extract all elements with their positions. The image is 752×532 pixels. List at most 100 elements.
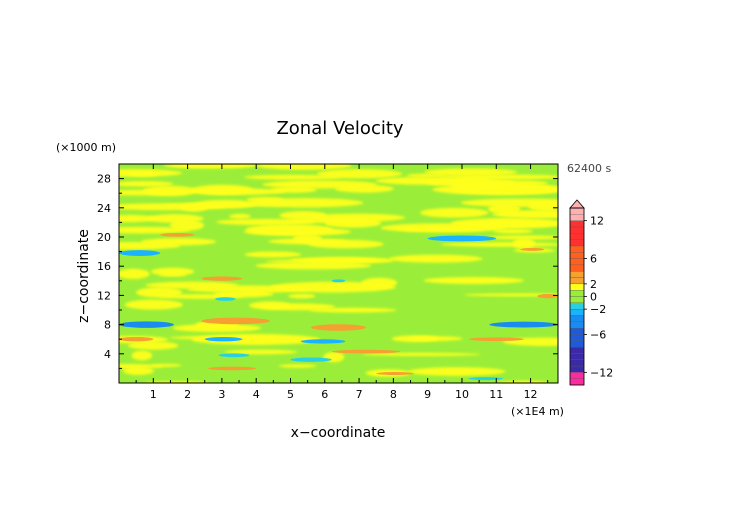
x-unit-label: (×1E4 m): [511, 405, 564, 418]
field-patch: [119, 169, 183, 177]
field-patch: [163, 164, 255, 169]
colorbar-segment: [569, 264, 585, 272]
colorbar-segment: [569, 296, 585, 303]
field-patch: [316, 169, 403, 179]
x-tick-label: 11: [489, 388, 503, 401]
y-tick-label: 4: [104, 348, 111, 361]
field-patch: [131, 350, 153, 361]
y-tick-label: 20: [97, 231, 111, 244]
colorbar-segment: [569, 245, 585, 253]
velocity-band: [520, 247, 545, 251]
colorbar-segment: [569, 315, 585, 322]
x-tick-label: 5: [287, 388, 294, 401]
velocity-band: [218, 353, 250, 358]
colorbar-segment: [569, 365, 585, 373]
field-patch: [493, 228, 533, 234]
field-patch: [245, 224, 334, 235]
x-tick-label: 10: [455, 388, 469, 401]
colorbar-segment: [569, 372, 585, 379]
field-patch: [406, 173, 447, 178]
field-patch: [172, 324, 262, 333]
velocity-band: [119, 337, 154, 342]
y-tick-label: 16: [97, 260, 111, 273]
plot-frame: [118, 163, 559, 384]
velocity-band: [208, 366, 257, 371]
velocity-band: [468, 377, 504, 381]
x-tick-label: 1: [150, 388, 157, 401]
colorbar-tick-label: 6: [590, 253, 597, 266]
field-patch: [180, 202, 209, 212]
field-patch: [460, 198, 558, 207]
field-patch: [460, 221, 558, 226]
field-patch: [189, 188, 286, 195]
velocity-band: [376, 372, 414, 375]
velocity-band: [311, 324, 366, 331]
colorbar-tick-label: −12: [590, 366, 613, 379]
y-tick-label: 8: [104, 319, 111, 332]
colorbar-segment: [569, 283, 585, 291]
field-patch: [150, 267, 195, 276]
field-patch: [463, 293, 558, 297]
field-patch: [158, 272, 187, 277]
field-patch: [391, 335, 439, 343]
x-tick-label: 9: [424, 388, 431, 401]
velocity-band: [204, 337, 243, 342]
field-patch: [268, 238, 349, 245]
field-patch: [270, 281, 396, 293]
colorbar-segment: [569, 327, 585, 335]
velocity-band: [119, 250, 161, 256]
field-patch: [361, 352, 481, 356]
field-patch: [497, 380, 550, 383]
field-patch: [438, 174, 558, 180]
velocity-band: [468, 337, 524, 342]
colorbar-segment: [569, 239, 585, 247]
field-patch: [246, 290, 268, 294]
velocity-band: [331, 349, 401, 354]
colorbar-segment: [569, 346, 585, 354]
colorbar-tick-label: 2: [590, 278, 597, 291]
field-patch: [389, 254, 483, 263]
colorbar-segment: [569, 340, 585, 348]
field-patch: [128, 341, 179, 350]
x-tick-label: 12: [524, 388, 538, 401]
x-tick-label: 4: [253, 388, 260, 401]
field-patch: [169, 220, 205, 231]
field-patch: [119, 214, 158, 223]
colorbar-segment: [569, 207, 585, 215]
field-patch: [249, 301, 292, 310]
colorbar-segment: [569, 220, 585, 228]
field-patch: [408, 367, 506, 376]
field-patch: [420, 207, 489, 218]
field-patch: [123, 366, 154, 375]
field-patch: [397, 227, 485, 232]
field-patch: [257, 164, 352, 170]
velocity-band: [119, 321, 174, 328]
field-patch: [119, 268, 150, 280]
colorbar: 12 6 20−2 −6 −12: [569, 199, 613, 386]
field-patch: [119, 189, 191, 196]
colorbar-arrow: [569, 199, 585, 209]
y-unit-label: (×1000 m): [56, 141, 116, 154]
field-patch: [244, 174, 343, 180]
field-patch: [129, 171, 159, 177]
field-patch: [255, 261, 372, 270]
velocity-band: [201, 317, 270, 325]
colorbar-segment: [569, 302, 585, 310]
y-tick-label: 24: [97, 202, 111, 215]
x-tick-label: 6: [321, 388, 328, 401]
field-patch: [244, 251, 302, 258]
velocity-band: [300, 339, 346, 344]
y-axis-label: z−coordinate: [76, 229, 92, 323]
velocity-band: [537, 293, 558, 299]
colorbar-segment: [569, 308, 585, 316]
x-axis-label: x−coordinate: [291, 425, 386, 441]
y-tick-label: 28: [97, 173, 111, 186]
field-patch: [119, 226, 191, 234]
field-patch: [151, 363, 182, 367]
field-patch: [334, 184, 394, 193]
colorbar-segment: [569, 233, 585, 240]
heatmap-field: [119, 164, 558, 383]
velocity-band: [489, 321, 558, 328]
velocity-band: [290, 357, 332, 362]
field-patch: [451, 181, 509, 191]
